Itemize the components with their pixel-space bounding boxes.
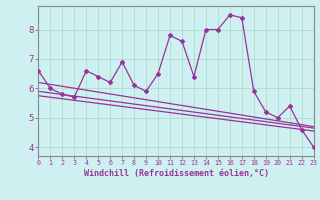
X-axis label: Windchill (Refroidissement éolien,°C): Windchill (Refroidissement éolien,°C): [84, 169, 268, 178]
